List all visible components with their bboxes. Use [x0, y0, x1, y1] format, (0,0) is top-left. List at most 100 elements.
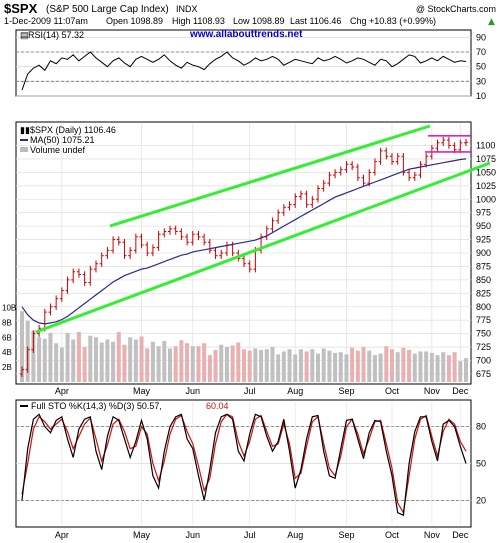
volume-bar: [116, 332, 121, 382]
volume-tick-label: 8B: [2, 318, 12, 327]
price-tick-label: 1050: [476, 167, 496, 177]
price-tick-label: 725: [476, 342, 491, 352]
volume-bar: [435, 355, 440, 382]
volume-bar: [105, 339, 110, 382]
price-tick-label: 925: [476, 235, 491, 245]
volume-bar: [281, 351, 286, 382]
volume-bar: [344, 354, 349, 382]
volume-bar: [111, 341, 116, 382]
low-label: Low 1098.89: [233, 16, 285, 26]
volume-bar: [452, 352, 457, 382]
stochastics-layer: 80 50 20 Apr May Jun Jul Aug Sep Oct Nov Dec: [16, 402, 486, 540]
volume-bar: [65, 332, 70, 382]
rsi-line: [21, 51, 467, 91]
volume-bar: [429, 352, 434, 382]
sto-month-label: Aug: [287, 530, 303, 540]
rsi-layer: 90 70 50 30 10: [16, 32, 486, 101]
price-tick-label: 975: [476, 208, 491, 218]
volume-bar: [458, 361, 463, 382]
price-tick-label: 1025: [476, 181, 496, 191]
rsi-tick-label: 70: [476, 47, 486, 57]
volume-bar: [253, 348, 258, 382]
volume-bar: [88, 335, 93, 382]
ma-legend: MA(50) 1075.21: [30, 135, 95, 145]
volume-bar: [441, 352, 446, 382]
rsi-legend-icon: ▤: [20, 30, 29, 40]
volume-bar: [190, 346, 195, 382]
volume-bar: [333, 352, 338, 382]
price-tick-label: 850: [476, 275, 491, 285]
volume-bar: [173, 346, 178, 382]
sto-month-label: Dec: [452, 530, 469, 540]
volume-bar: [37, 337, 42, 382]
volume-bar: [219, 344, 224, 382]
sto-month-label: Oct: [385, 530, 400, 540]
high-label: High 1108.93: [172, 16, 225, 26]
exchange-label: INDX: [176, 4, 198, 14]
volume-bar: [298, 349, 303, 382]
volume-tick-label: 10B: [2, 303, 16, 312]
volume-tick-label: 4B: [2, 348, 12, 357]
volume-bar: [270, 346, 275, 382]
change-up-icon: ▲: [488, 17, 495, 27]
volume-bar: [207, 355, 212, 382]
sto-month-label: Nov: [424, 530, 441, 540]
rsi-tick-label: 90: [476, 32, 486, 42]
volume-bar: [242, 349, 246, 382]
volume-bar: [185, 343, 190, 382]
volume-bar: [236, 342, 241, 382]
price-month-label: Sep: [338, 386, 354, 396]
volume-bar: [168, 348, 172, 382]
volume-bar: [424, 351, 429, 382]
volume-bar: [20, 311, 24, 382]
volume-bar: [213, 349, 218, 382]
change-label: Chg +10.83 (+0.99%): [350, 16, 436, 26]
volume-bar: [54, 343, 59, 382]
volume-bar: [259, 349, 264, 382]
volume-bar: [42, 338, 47, 382]
price-month-label: Nov: [424, 386, 441, 396]
sto-legend: Full STO %K(14,3) %D(3) 50.57,: [31, 401, 162, 411]
sto-tick-label: 80: [476, 422, 486, 432]
channel-lower-line: [35, 161, 491, 334]
volume-bar: [224, 346, 229, 382]
volume-bar: [338, 352, 343, 382]
symbol-label: $SPX: [4, 1, 38, 16]
volume-bar: [310, 349, 315, 382]
volume-bar: [293, 354, 298, 382]
volume-bar: [395, 352, 400, 382]
price-month-label: Jun: [186, 386, 201, 396]
watermark-link[interactable]: www.allabouttrends.net: [189, 29, 303, 40]
volume-bar: [122, 344, 127, 382]
volume-bar: [202, 343, 207, 382]
price-month-label: Jul: [244, 386, 256, 396]
volume-bar: [76, 332, 81, 382]
sto-month-label: Apr: [55, 530, 69, 540]
volume-bar: [128, 337, 133, 382]
volume-bar: [378, 353, 383, 382]
volume-tick-label: 6B: [2, 333, 12, 342]
volume-bar: [59, 347, 64, 382]
volume-bar: [367, 350, 372, 382]
price-tick-label: 750: [476, 329, 491, 339]
rsi-tick-label: 10: [476, 91, 486, 101]
volume-bar: [361, 346, 366, 382]
sto-month-label: Jun: [186, 530, 201, 540]
last-label: Last 1106.46: [290, 16, 341, 26]
volume-bar: [401, 347, 406, 382]
sto-d-line: [21, 413, 467, 515]
rsi-legend: RSI(14) 57.32: [28, 30, 84, 40]
volume-bar: [355, 350, 360, 382]
open-label: Open 1098.89: [106, 16, 163, 26]
sto-month-label: May: [133, 530, 151, 540]
index-name: (S&P 500 Large Cap Index): [46, 4, 169, 15]
volume-bar: [287, 349, 292, 382]
volume-bar: [316, 353, 320, 382]
volume-bar: [71, 339, 76, 382]
price-tick-label: 775: [476, 315, 491, 325]
price-month-label: Apr: [55, 386, 69, 396]
volume-bar: [412, 353, 417, 382]
volume-bar: [407, 349, 412, 382]
volume-bar: [156, 346, 161, 382]
